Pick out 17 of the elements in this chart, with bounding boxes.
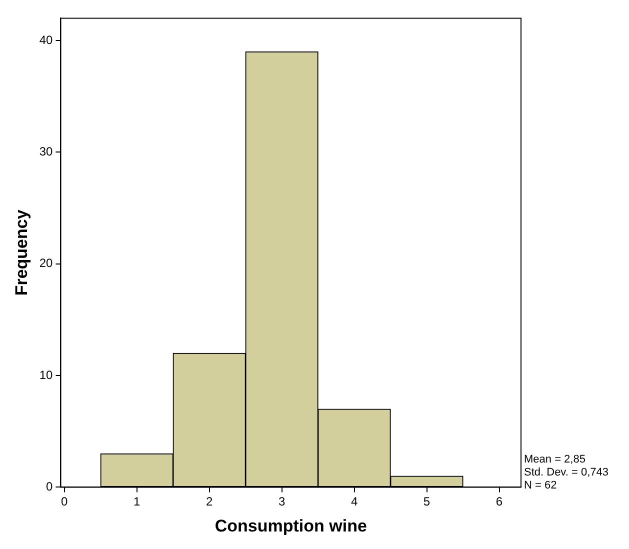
text: N = 62 bbox=[524, 480, 557, 492]
x-tick-label: 1 bbox=[134, 494, 141, 509]
y-tick-label: 30 bbox=[39, 144, 54, 159]
y-tick-label: 10 bbox=[39, 368, 54, 382]
y-tick-label: 40 bbox=[39, 32, 54, 47]
x-tick-label: 5 bbox=[423, 494, 430, 509]
y-tick-label: 0 bbox=[46, 480, 54, 494]
x-tick-label: 6 bbox=[496, 494, 503, 509]
y-tick-label: 20 bbox=[39, 256, 54, 270]
x-tick-label: 0 bbox=[61, 494, 68, 509]
x-tick-label: 3 bbox=[278, 494, 286, 509]
x-tick-label: 4 bbox=[350, 494, 358, 509]
text: Std. Dev. = 0,743 bbox=[524, 466, 608, 479]
text: Mean = 2,85 bbox=[524, 454, 586, 466]
y-axis-title: Frequency bbox=[12, 209, 31, 296]
x-tick-label: 2 bbox=[206, 494, 213, 509]
x-axis-title: Consumption wine bbox=[214, 516, 367, 536]
